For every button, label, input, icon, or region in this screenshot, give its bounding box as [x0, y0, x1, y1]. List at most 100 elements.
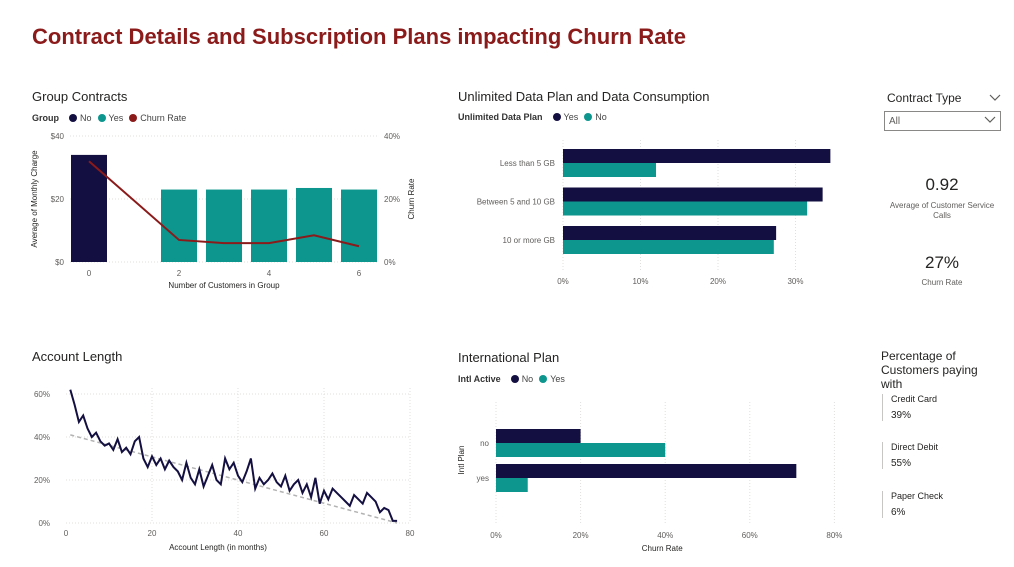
group-contracts-legend: Group No Yes Churn Rate	[32, 113, 186, 123]
bar	[496, 443, 666, 457]
y-axis-label: Average of Monthly Charge	[30, 150, 39, 248]
payment-value: 55%	[891, 458, 912, 469]
x-tick-label: 30%	[787, 277, 803, 286]
bar	[296, 187, 332, 262]
group-contracts-chart: $0 0% $20 20% $40 40% 0 2 4 6 Number of Customers …	[30, 132, 416, 290]
payment-title: Percentage of Customers paying with	[881, 349, 978, 391]
legend-dot-no	[584, 113, 593, 121]
payment-credit-card: Credit Card 39%	[882, 394, 937, 421]
dropdown-value: All	[889, 115, 901, 127]
payment-value: 39%	[891, 410, 912, 421]
bar	[496, 464, 797, 478]
category-label: 10 or more GB	[503, 236, 555, 245]
legend-label: Churn Rate	[140, 113, 187, 123]
x-tick-label: 20%	[710, 277, 726, 286]
legend-label: No	[595, 112, 607, 122]
churn-rate-line	[88, 160, 360, 248]
bar	[563, 201, 808, 216]
y2-tick-label: 0%	[384, 258, 396, 267]
bar	[161, 189, 197, 262]
x-tick-label: 40%	[657, 531, 673, 540]
international-plan-legend: Intl Active No Yes	[458, 374, 565, 384]
payment-label: Direct Debit	[891, 442, 939, 452]
international-plan-title: International Plan	[458, 350, 560, 365]
payment-label: Paper Check	[891, 491, 944, 501]
chevron-down-icon	[984, 116, 996, 127]
contract-type-slicer-header: Contract Type	[887, 91, 1001, 105]
x-tick-label: 20	[148, 529, 157, 538]
x-tick-label: 0%	[490, 531, 502, 540]
international-plan-chart: 0% 20% 40% 60% 80% no yes Intl Plan Churn Rate	[457, 402, 842, 553]
category-label: Between 5 and 10 GB	[477, 198, 555, 207]
account-length-title: Account Length	[32, 349, 123, 364]
x-tick-label: 0	[64, 529, 69, 538]
x-tick-label: 0%	[557, 277, 569, 286]
y2-tick-label: 40%	[384, 132, 400, 141]
legend-label: Yes	[550, 374, 565, 384]
y2-tick-label: 20%	[384, 195, 400, 204]
bar	[251, 189, 287, 262]
group-contracts-title: Group Contracts	[32, 89, 128, 104]
payment-paper-check: Paper Check 6%	[882, 491, 943, 518]
payment-value: 6%	[891, 507, 906, 518]
payment-title-line: with	[881, 377, 903, 391]
y2-axis-label: Churn Rate	[407, 178, 416, 219]
y-tick-label: 20%	[34, 476, 50, 485]
bar	[563, 226, 777, 240]
trend-line	[70, 434, 398, 524]
bar	[496, 478, 528, 492]
bar	[563, 240, 774, 254]
payment-direct-debit: Direct Debit 55%	[882, 442, 938, 469]
y-axis-label: Intl Plan	[457, 446, 466, 475]
x-tick-label: 80	[406, 529, 415, 538]
account-length-chart: 0% 20% 40% 60% 0 20 40 60 80 Account Length (in m…	[34, 388, 415, 552]
legend-dot-no	[69, 114, 77, 122]
legend-label: Yes	[108, 113, 124, 123]
service-calls-card-value: 0.92	[925, 175, 959, 194]
x-axis-label: Number of Customers in Group	[168, 281, 280, 290]
x-tick-label: 6	[357, 269, 362, 278]
bar	[563, 187, 823, 202]
chevron-down-icon[interactable]	[989, 91, 1001, 105]
x-tick-label: 2	[177, 269, 182, 278]
x-axis-label: Churn Rate	[642, 544, 683, 553]
legend-dot-churn	[129, 114, 138, 122]
y-tick-label: 0%	[38, 519, 50, 528]
payment-label: Credit Card	[891, 394, 938, 404]
contract-type-slicer-title: Contract Type	[887, 91, 962, 105]
legend-title: Unlimited Data Plan	[458, 112, 543, 122]
legend-title: Intl Active	[458, 374, 501, 384]
category-label: Less than 5 GB	[500, 159, 555, 168]
category-label: yes	[477, 474, 489, 483]
bar	[341, 189, 377, 262]
x-tick-label: 40	[234, 529, 243, 538]
bar	[206, 189, 242, 262]
payment-title-line: Percentage of	[881, 349, 956, 363]
bar	[563, 149, 831, 163]
service-calls-card-label: Average of Customer Service Calls	[878, 201, 1006, 221]
y-tick-label: 40%	[34, 433, 50, 442]
y-tick-label: 60%	[34, 390, 50, 399]
unlimited-data-title: Unlimited Data Plan and Data Consumption	[458, 89, 710, 104]
legend-label: No	[80, 113, 92, 123]
legend-dot-yes	[552, 113, 561, 121]
unlimited-data-chart: 0% 10% 20% 30% Less than 5 GB Between 5 and 1…	[477, 140, 831, 286]
x-tick-label: 60%	[742, 531, 758, 540]
x-tick-label: 60	[320, 529, 329, 538]
churn-rate-card-value: 27%	[924, 253, 960, 272]
legend-label: Yes	[563, 112, 579, 122]
churn-rate-line	[69, 389, 398, 522]
contract-type-dropdown[interactable]: All	[884, 111, 1001, 131]
payment-title-line: Customers paying	[881, 363, 978, 377]
y-tick-label: $40	[51, 132, 65, 141]
legend-dot-yes	[97, 114, 106, 122]
x-tick-label: 20%	[573, 531, 589, 540]
y-tick-label: $20	[51, 195, 65, 204]
category-label: no	[480, 439, 489, 448]
card-label-line: Calls	[933, 211, 951, 220]
x-tick-label: 0	[87, 269, 92, 278]
legend-dot-yes	[539, 375, 548, 383]
unlimited-data-legend: Unlimited Data Plan Yes No	[458, 112, 607, 122]
churn-rate-card-label: Churn Rate	[921, 278, 963, 287]
card-label-line: Average of Customer Service	[889, 201, 995, 210]
